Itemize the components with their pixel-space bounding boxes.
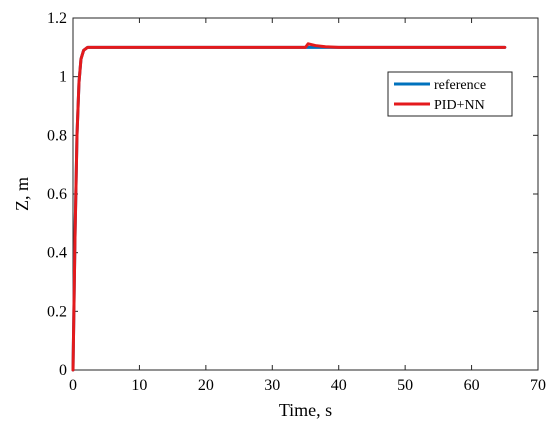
legend: reference PID+NN: [387, 71, 513, 117]
y-tick-label: 0.6: [47, 186, 67, 203]
y-tick-label: 1.2: [47, 10, 67, 27]
y-axis-title: Z, m: [12, 177, 32, 211]
x-tick-label: 0: [69, 377, 77, 394]
y-tick-label: 0.2: [47, 303, 67, 320]
legend-label-pid-nn: PID+NN: [434, 98, 485, 113]
x-tick-label: 30: [264, 377, 280, 394]
y-tick-label: 0.8: [47, 127, 67, 144]
y-tick-label: 0: [59, 362, 67, 379]
x-tick-label: 20: [198, 377, 214, 394]
x-tick-label: 70: [530, 377, 546, 394]
y-tick-label: 1: [59, 69, 67, 86]
x-axis-title: Time, s: [279, 400, 332, 420]
x-tick-label: 10: [131, 377, 147, 394]
series-line-pid-nn: [71, 42, 507, 372]
legend-label-reference: reference: [434, 78, 486, 93]
x-tick-label: 60: [464, 377, 480, 394]
x-tick-label: 50: [397, 377, 413, 394]
y-tick-label: 0.4: [47, 245, 67, 262]
x-tick-label: 40: [331, 377, 347, 394]
plot-area: [72, 17, 539, 371]
legend-box: [387, 71, 513, 117]
